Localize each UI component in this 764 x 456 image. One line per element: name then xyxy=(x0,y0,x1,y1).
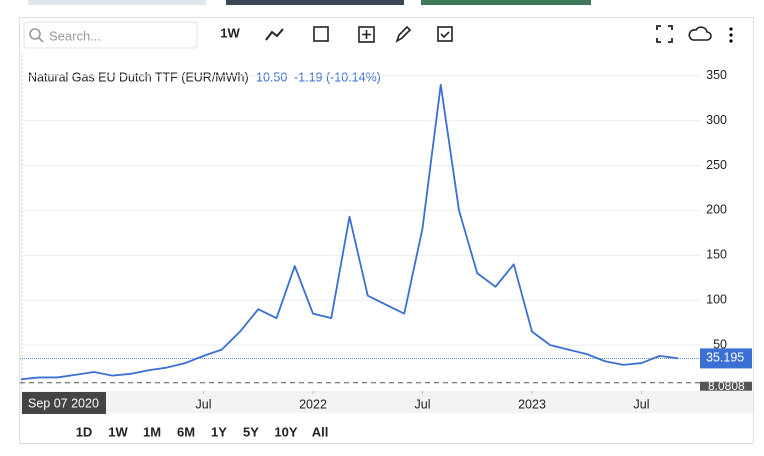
range-button[interactable]: 5Y xyxy=(243,424,259,439)
x-tick-label: Jul xyxy=(415,397,431,411)
y-tick-label: 300 xyxy=(706,113,727,127)
calendar-icon[interactable] xyxy=(313,26,329,42)
fullscreen-icon[interactable] xyxy=(656,25,673,43)
thumbnail xyxy=(421,0,591,5)
x-tick-label: 2022 xyxy=(299,397,327,411)
line-type-icon[interactable] xyxy=(265,28,284,41)
x-tick-highlight xyxy=(22,392,106,414)
thumbnail xyxy=(28,0,206,5)
search-placeholder: Search... xyxy=(49,28,101,43)
events-icon xyxy=(440,31,450,39)
range-button[interactable]: All xyxy=(312,424,329,439)
price-line xyxy=(20,83,679,381)
range-button[interactable]: 1Y xyxy=(211,424,227,439)
draw-icon[interactable] xyxy=(395,25,412,43)
y-tick-label: 100 xyxy=(706,293,727,307)
x-tick-label: 2023 xyxy=(518,397,546,411)
x-tick-label: Sep 07 2020 xyxy=(28,396,99,410)
y-tick-label: 250 xyxy=(706,158,727,172)
search-icon xyxy=(38,37,44,43)
events-icon[interactable] xyxy=(437,26,453,42)
range-button[interactable]: 1D xyxy=(76,424,93,439)
y-tick-label: 200 xyxy=(706,203,727,217)
price: 10.50 xyxy=(256,70,287,84)
range-button[interactable]: 1W xyxy=(108,424,128,439)
chart-title: Natural Gas EU Dutch TTF (EUR/MWh) xyxy=(28,70,249,84)
search-icon xyxy=(29,28,41,40)
change: -1.19 (-10.14%) xyxy=(294,70,381,84)
add-icon xyxy=(362,30,371,39)
last-value-label: 35.195 xyxy=(706,351,744,365)
y-tick-label: 50 xyxy=(713,337,727,351)
add-icon[interactable] xyxy=(358,26,375,43)
thumbnail xyxy=(226,0,404,5)
download-icon[interactable] xyxy=(688,26,712,41)
range-button[interactable]: 6M xyxy=(177,424,195,439)
low-line-box xyxy=(700,381,752,391)
last-value-box xyxy=(700,348,752,369)
x-tick-label: Jul xyxy=(634,397,650,411)
search-box[interactable] xyxy=(23,21,198,49)
range-button[interactable]: 10Y xyxy=(274,424,297,439)
interval-button[interactable]: 1W xyxy=(220,25,240,40)
menu-icon[interactable] xyxy=(729,27,733,43)
y-tick-label: 150 xyxy=(706,248,727,262)
y-tick-label: 350 xyxy=(706,68,727,82)
x-axis-strip xyxy=(20,391,753,413)
range-button[interactable]: 1M xyxy=(143,424,161,439)
x-tick-label: Jul xyxy=(196,397,212,411)
low-line-label: 8.0808 xyxy=(708,379,745,393)
